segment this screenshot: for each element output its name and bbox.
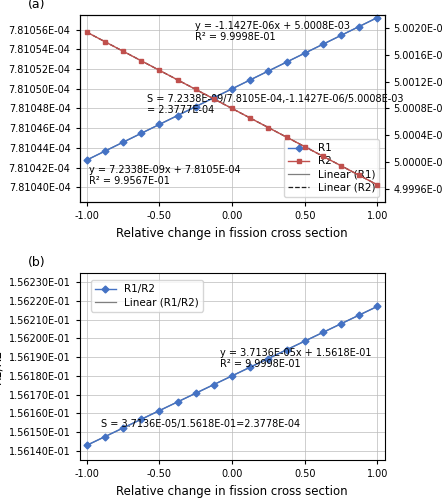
Text: (a): (a)	[28, 0, 45, 12]
Text: S = 7.2338E-09/7.8105E-04,-1.1427E-06/5.0008E-03
= 2.3777E-04: S = 7.2338E-09/7.8105E-04,-1.1427E-06/5.…	[147, 94, 403, 115]
Text: (b): (b)	[28, 256, 46, 270]
Y-axis label: R1/R2: R1/R2	[0, 349, 3, 384]
Text: y = 7.2338E-09x + 7.8105E-04
R² = 9.9567E-01: y = 7.2338E-09x + 7.8105E-04 R² = 9.9567…	[89, 164, 240, 186]
Legend: R1/R2, Linear (R1/R2): R1/R2, Linear (R1/R2)	[91, 280, 203, 312]
Text: y = -1.1427E-06x + 5.0008E-03
R² = 9.9998E-01: y = -1.1427E-06x + 5.0008E-03 R² = 9.999…	[195, 20, 351, 42]
Y-axis label: R1: R1	[0, 100, 3, 116]
Text: S = 3.7136E-05/1.5618E-01=2.3778E-04: S = 3.7136E-05/1.5618E-01=2.3778E-04	[101, 419, 300, 429]
Text: y = 3.7136E-05x + 1.5618E-01
R² = 9.9998E-01: y = 3.7136E-05x + 1.5618E-01 R² = 9.9998…	[220, 348, 371, 370]
X-axis label: Relative change in fission cross section: Relative change in fission cross section	[116, 226, 348, 239]
Legend: R1, R2, Linear (R1), Linear (R2): R1, R2, Linear (R1), Linear (R2)	[284, 139, 379, 197]
X-axis label: Relative change in fission cross section: Relative change in fission cross section	[116, 484, 348, 498]
